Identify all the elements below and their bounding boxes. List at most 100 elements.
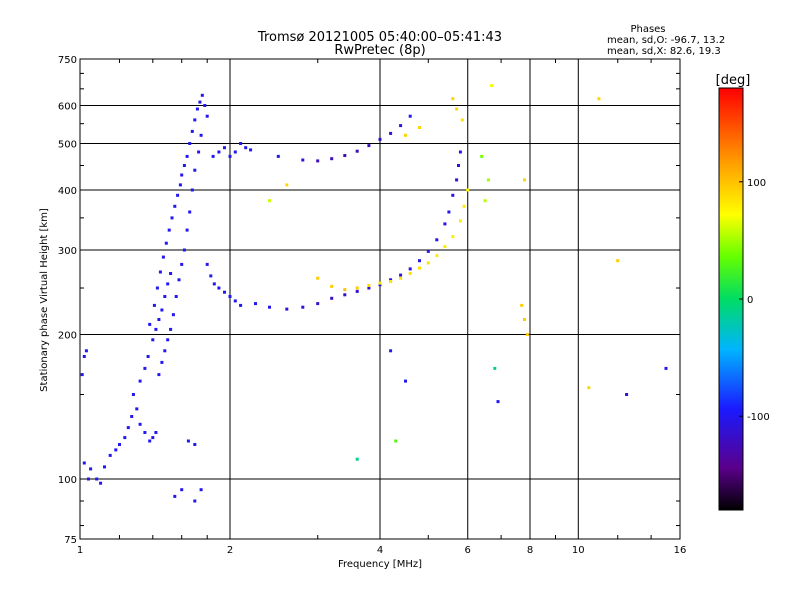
data-point xyxy=(418,266,421,270)
x-tick-label: 1 xyxy=(77,545,83,556)
data-point xyxy=(451,193,455,197)
y-tick-label: 200 xyxy=(58,331,77,342)
data-point xyxy=(451,235,455,239)
data-point xyxy=(209,274,213,278)
data-point xyxy=(157,373,161,377)
data-point xyxy=(616,259,620,263)
data-point xyxy=(399,124,403,128)
data-point xyxy=(199,133,203,137)
data-point xyxy=(408,114,412,118)
data-point xyxy=(228,154,232,158)
data-point xyxy=(389,278,393,282)
data-point xyxy=(163,295,167,298)
data-point xyxy=(217,150,221,154)
data-point xyxy=(457,164,460,167)
data-point xyxy=(239,142,243,145)
x-tick-label: 4 xyxy=(377,545,383,556)
data-point xyxy=(460,118,464,122)
data-point xyxy=(199,488,203,492)
data-point xyxy=(343,293,347,297)
data-point xyxy=(135,407,139,411)
data-point xyxy=(664,366,668,370)
data-point xyxy=(193,118,197,122)
data-point xyxy=(316,302,320,306)
data-point xyxy=(173,494,177,498)
data-point xyxy=(490,84,494,88)
data-point xyxy=(378,137,382,141)
data-point xyxy=(447,210,451,214)
data-point xyxy=(426,249,430,253)
data-point xyxy=(330,296,334,300)
data-point xyxy=(151,338,155,342)
data-point xyxy=(177,278,181,282)
y-tick-label: 75 xyxy=(64,535,77,546)
data-point xyxy=(82,355,86,358)
phase-stats-o: mean, sd,O: -96.7, 13.2 xyxy=(607,35,725,46)
data-point xyxy=(455,178,459,182)
data-point xyxy=(228,295,232,298)
data-point xyxy=(408,267,412,271)
data-point xyxy=(180,262,184,266)
data-point xyxy=(103,465,106,469)
data-point xyxy=(89,467,93,471)
data-point xyxy=(188,142,192,145)
data-point xyxy=(343,154,347,157)
data-point xyxy=(418,259,421,263)
data-point xyxy=(466,188,470,192)
data-point xyxy=(87,477,90,481)
data-point xyxy=(148,439,152,443)
phase-stats-title: Phases xyxy=(630,24,665,35)
data-point xyxy=(355,457,359,461)
data-point xyxy=(198,100,202,104)
data-point xyxy=(203,104,207,107)
data-point xyxy=(426,261,430,265)
data-point xyxy=(285,307,289,311)
data-point xyxy=(217,286,221,290)
data-point xyxy=(143,431,147,434)
data-point xyxy=(154,431,158,434)
data-point xyxy=(496,400,500,404)
data-point xyxy=(330,157,334,161)
data-point xyxy=(443,245,447,249)
data-point xyxy=(185,154,189,158)
axis-ticks: 1 2 4 6 8 10 16 75 100 200 300 400 500 600 750 xyxy=(58,55,686,556)
data-point xyxy=(205,262,209,266)
data-point xyxy=(389,280,393,283)
data-point xyxy=(399,273,403,277)
data-point xyxy=(185,228,189,232)
data-point xyxy=(378,283,382,287)
data-point xyxy=(190,188,194,192)
data-point xyxy=(126,426,130,430)
data-point xyxy=(355,289,359,293)
data-point xyxy=(167,228,171,232)
data-point xyxy=(435,254,439,258)
x-axis-label: Frequency [MHz] xyxy=(338,559,422,570)
data-point xyxy=(212,282,216,286)
data-point xyxy=(200,93,204,97)
data-point xyxy=(389,349,393,353)
data-point xyxy=(301,158,305,162)
data-point xyxy=(483,199,487,203)
data-point xyxy=(435,238,439,242)
data-point xyxy=(169,272,173,275)
data-point xyxy=(186,439,190,443)
grid-lines xyxy=(80,59,680,539)
data-point xyxy=(408,272,412,275)
data-point xyxy=(154,327,158,331)
data-point xyxy=(458,219,462,223)
x-tick-label: 2 xyxy=(227,545,233,556)
data-point xyxy=(486,178,490,182)
data-point xyxy=(343,288,347,292)
data-point xyxy=(123,436,127,440)
data-point xyxy=(367,286,371,290)
data-point xyxy=(625,393,629,396)
data-point xyxy=(164,241,168,245)
data-point xyxy=(160,308,164,312)
data-point xyxy=(130,415,134,418)
data-point xyxy=(173,204,177,208)
data-point xyxy=(114,448,118,452)
data-point xyxy=(367,284,371,287)
data-point xyxy=(163,349,167,353)
data-point xyxy=(176,193,180,197)
data-point xyxy=(190,129,194,133)
